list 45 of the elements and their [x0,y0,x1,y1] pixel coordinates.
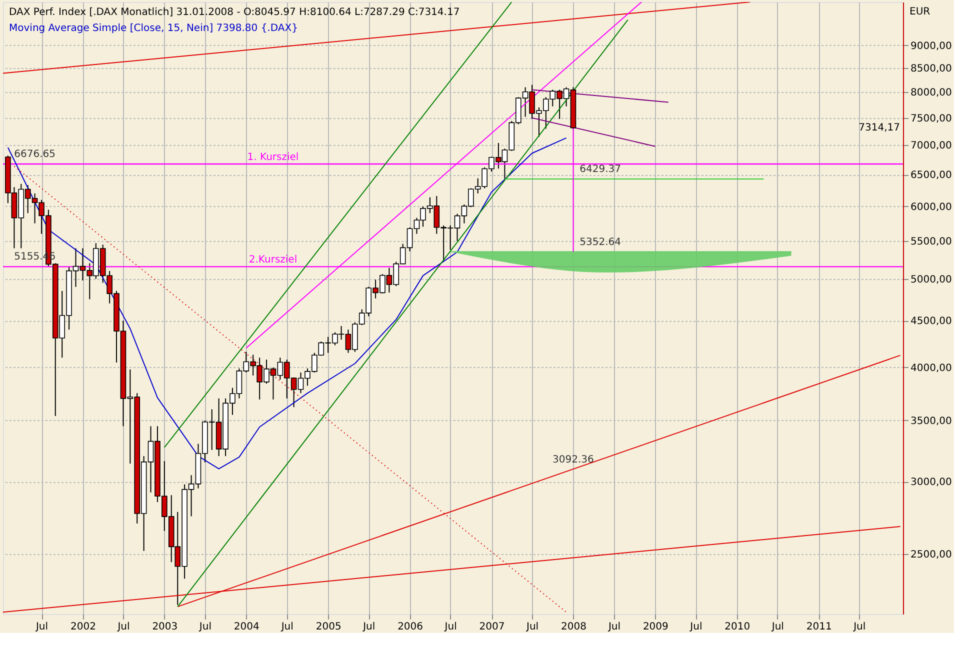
annotation: 6676.65 [14,149,56,160]
y-tick-label: 8500,00 [910,64,952,75]
x-tick-label: Jul [852,622,866,632]
y-tick-label: 5000,00 [910,274,952,286]
y-tick-label: 9000,00 [910,40,952,52]
x-tick-label: Jul [116,622,130,632]
x-tick-label: Jul [525,622,539,632]
x-tick-label: Jul [607,622,621,632]
annotation: 7314,17 [858,122,900,134]
y-tick-label: 6500,00 [910,170,952,182]
x-tick-label: 2005 [316,622,342,632]
y-tick-label: 2500,00 [910,550,952,561]
y-tick-label: 5500,00 [910,236,952,248]
x-tick-label: 2010 [724,622,750,632]
y-tick-label: 3000,00 [910,477,952,488]
annotation: 6429.37 [580,164,621,175]
annotation: 5352.64 [580,236,621,248]
x-tick-label: 2004 [234,622,260,632]
x-tick-label: Jul [770,622,784,632]
x-tick-label: 2002 [70,622,96,632]
y-tick-label: 4500,00 [910,316,952,328]
x-tick-label: Jul [198,622,212,632]
text: DAX Perf. Index [.DAX Monatlich] 31.01.2008 - O:8045.97 H:8100.64 L:7287.29 C:7314.17 [9,7,460,18]
y-tick-label: 7000,00 [910,140,952,152]
x-tick-label: 2009 [642,622,668,632]
x-tick-label: 2011 [806,622,832,632]
y-tick-label: 6000,00 [910,202,952,213]
ref-line-label: 1. Kursziel [247,152,299,164]
y-tick-label: 3500,00 [910,416,952,427]
text: Moving Average Simple [Close, 15, Nein] 7398.80 {.DAX} [9,23,298,34]
y-tick-label: 8000,00 [910,88,952,99]
y-tick-label: 7500,00 [910,113,952,124]
x-tick-label: Jul [34,622,48,632]
x-tick-label: Jul [362,622,376,632]
annotation: 3092.36 [552,454,594,466]
x-tick-label: Jul [280,622,294,632]
x-tick-label: 2003 [152,622,178,632]
x-tick-label: 2006 [398,622,424,632]
x-tick-label: Jul [444,622,457,632]
x-tick-label: 2007 [479,622,505,632]
ref-line-label: 2.Kursziel [248,254,298,266]
x-tick-label: 2008 [560,622,586,632]
y-axis-title: EUR [910,6,930,18]
y-tick-label: 4000,00 [910,362,952,374]
x-tick-label: Jul [689,622,702,632]
